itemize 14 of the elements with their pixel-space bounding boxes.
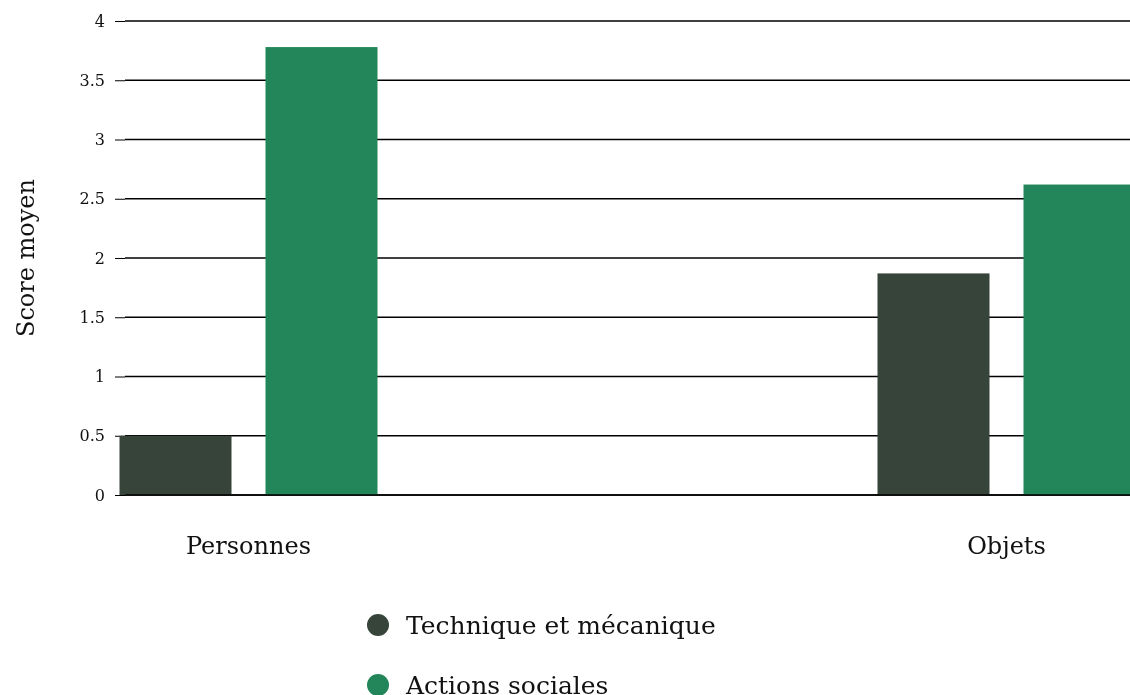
y-tick-label: 4 (94, 11, 105, 31)
y-tick-label: 1 (94, 367, 105, 387)
y-tick-label: 1.5 (79, 307, 105, 327)
y-tick-label: 3 (94, 130, 105, 150)
y-tick-label: 0.5 (79, 426, 105, 446)
y-tick-label: 3.5 (79, 70, 105, 90)
y-tick-label: 0 (94, 485, 105, 505)
y-tick-label: 2 (94, 248, 105, 268)
y-axis-title: Score moyen (12, 178, 40, 338)
legend-label: Actions sociales (405, 671, 609, 695)
legend-label: Technique et mécanique (406, 611, 716, 640)
x-tick-label: Objets (967, 532, 1046, 560)
y-tick-label: 2.5 (79, 189, 105, 209)
x-tick-label: Personnes (186, 532, 311, 560)
